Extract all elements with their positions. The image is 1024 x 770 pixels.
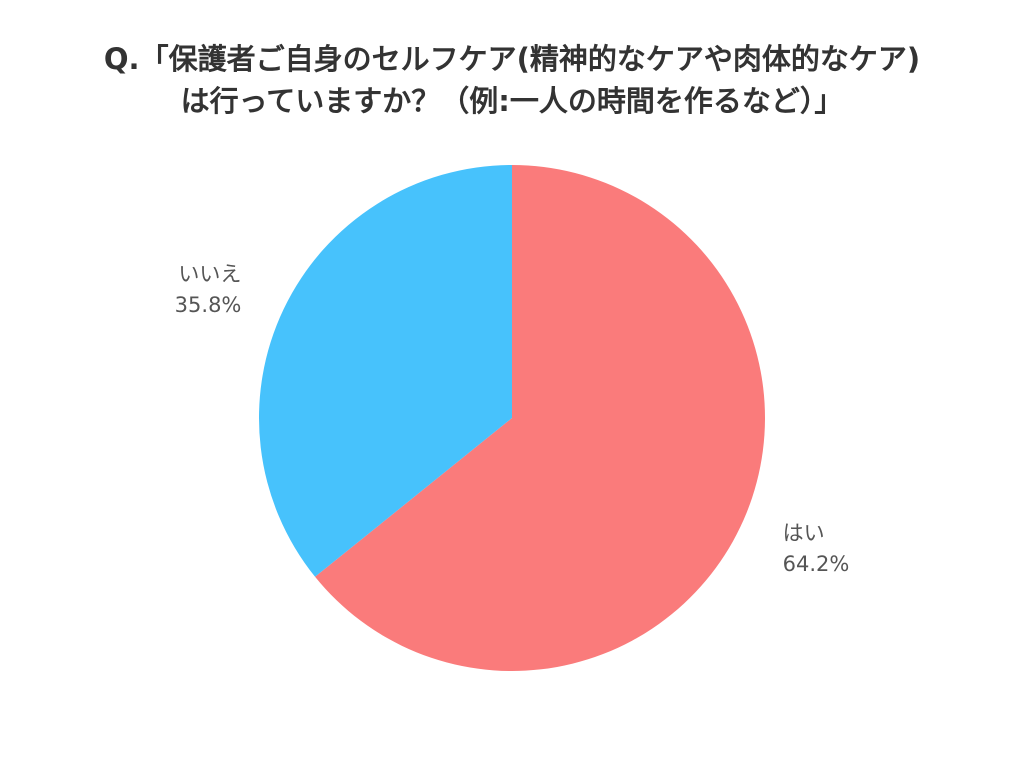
pie-labels: はい 64.2% いいえ 35.8% — [175, 262, 850, 576]
slice-value-label-0: 64.2% — [783, 552, 850, 576]
pie-slices — [258, 165, 765, 672]
slice-label-1: いいえ — [178, 262, 241, 286]
chart-title-line-1: Q.「保護者ご自身のセルフケア(精神的なケアや肉体的なケア) — [103, 42, 921, 76]
pie-slice-0 — [315, 165, 765, 672]
slice-value-label-1: 35.8% — [175, 293, 242, 317]
pie-slice-1 — [258, 165, 512, 577]
slice-label-0: はい — [783, 521, 825, 545]
chart-title-line-2: は行っていますか？（例:一人の時間を作るなど）」 — [180, 84, 844, 118]
chart-title: Q.「保護者ご自身のセルフケア(精神的なケアや肉体的なケア) は行っていますか？… — [0, 38, 1024, 122]
